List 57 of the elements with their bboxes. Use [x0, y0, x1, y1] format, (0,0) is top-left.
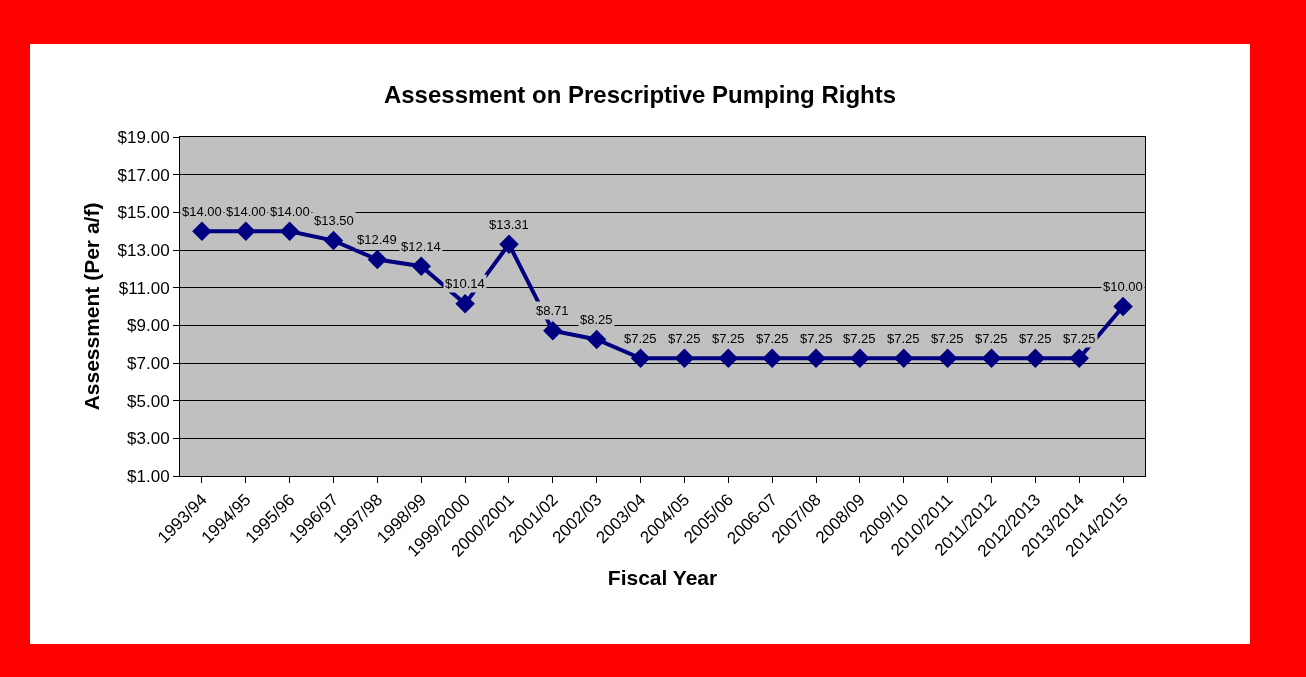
y-axis-title: Assessment (Per a/f)	[79, 202, 103, 411]
point	[937, 348, 958, 369]
data-label: $12.49	[357, 232, 397, 247]
data-label: $14.00	[226, 204, 266, 219]
data-label: $7.25	[975, 331, 1008, 346]
data-label: $14.00	[270, 204, 310, 219]
point	[543, 321, 563, 341]
point	[192, 221, 212, 241]
point	[630, 348, 651, 369]
data-label: $8.71	[536, 303, 569, 318]
point	[279, 221, 300, 241]
data-label: $7.25	[931, 331, 964, 346]
point	[806, 348, 826, 369]
data-label: $7.25	[668, 331, 701, 346]
y-tick-label: $15.00	[117, 203, 170, 223]
point	[674, 348, 695, 369]
point	[1113, 296, 1133, 317]
point	[367, 249, 388, 270]
data-label: $14.00	[182, 204, 222, 219]
y-tick-label: $1.00	[127, 466, 170, 486]
x-axis-title: Fiscal Year	[607, 565, 718, 589]
point	[499, 234, 519, 254]
data-label: $7.25	[624, 331, 657, 346]
point	[411, 256, 431, 276]
y-tick-label: $7.00	[127, 353, 170, 373]
point	[586, 329, 607, 350]
data-label: $7.25	[1019, 331, 1052, 346]
y-tick-label: $19.00	[117, 127, 170, 147]
point	[981, 348, 1002, 369]
point	[323, 230, 344, 251]
data-label: $7.25	[756, 331, 789, 346]
data-label: $7.25	[843, 331, 876, 346]
point	[894, 348, 914, 369]
data-label: $10.00	[1103, 279, 1143, 294]
point	[455, 294, 475, 314]
data-label: $12.14	[401, 239, 441, 254]
data-label: $8.25	[580, 312, 613, 327]
point	[762, 348, 782, 369]
data-label: $7.25	[1063, 331, 1096, 346]
point	[236, 221, 256, 241]
y-tick-label: $5.00	[127, 391, 170, 411]
y-tick-label: $3.00	[127, 429, 170, 449]
point	[718, 348, 739, 369]
data-label: $13.50	[314, 213, 354, 228]
chart-title: Assessment on Prescriptive Pumping Rights	[383, 81, 897, 109]
y-tick-label: $11.00	[118, 278, 170, 298]
y-tick-label: $17.00	[117, 165, 170, 185]
point	[1069, 348, 1089, 369]
data-label: $13.31	[489, 217, 529, 232]
data-label: $10.14	[445, 276, 485, 291]
data-label: $7.25	[712, 331, 745, 346]
data-label: $7.25	[800, 331, 833, 346]
point	[850, 348, 870, 369]
data-label: $7.25	[887, 331, 920, 346]
y-tick-label: $9.00	[127, 316, 170, 336]
y-tick-label: $13.00	[117, 240, 170, 260]
point	[1025, 348, 1046, 369]
